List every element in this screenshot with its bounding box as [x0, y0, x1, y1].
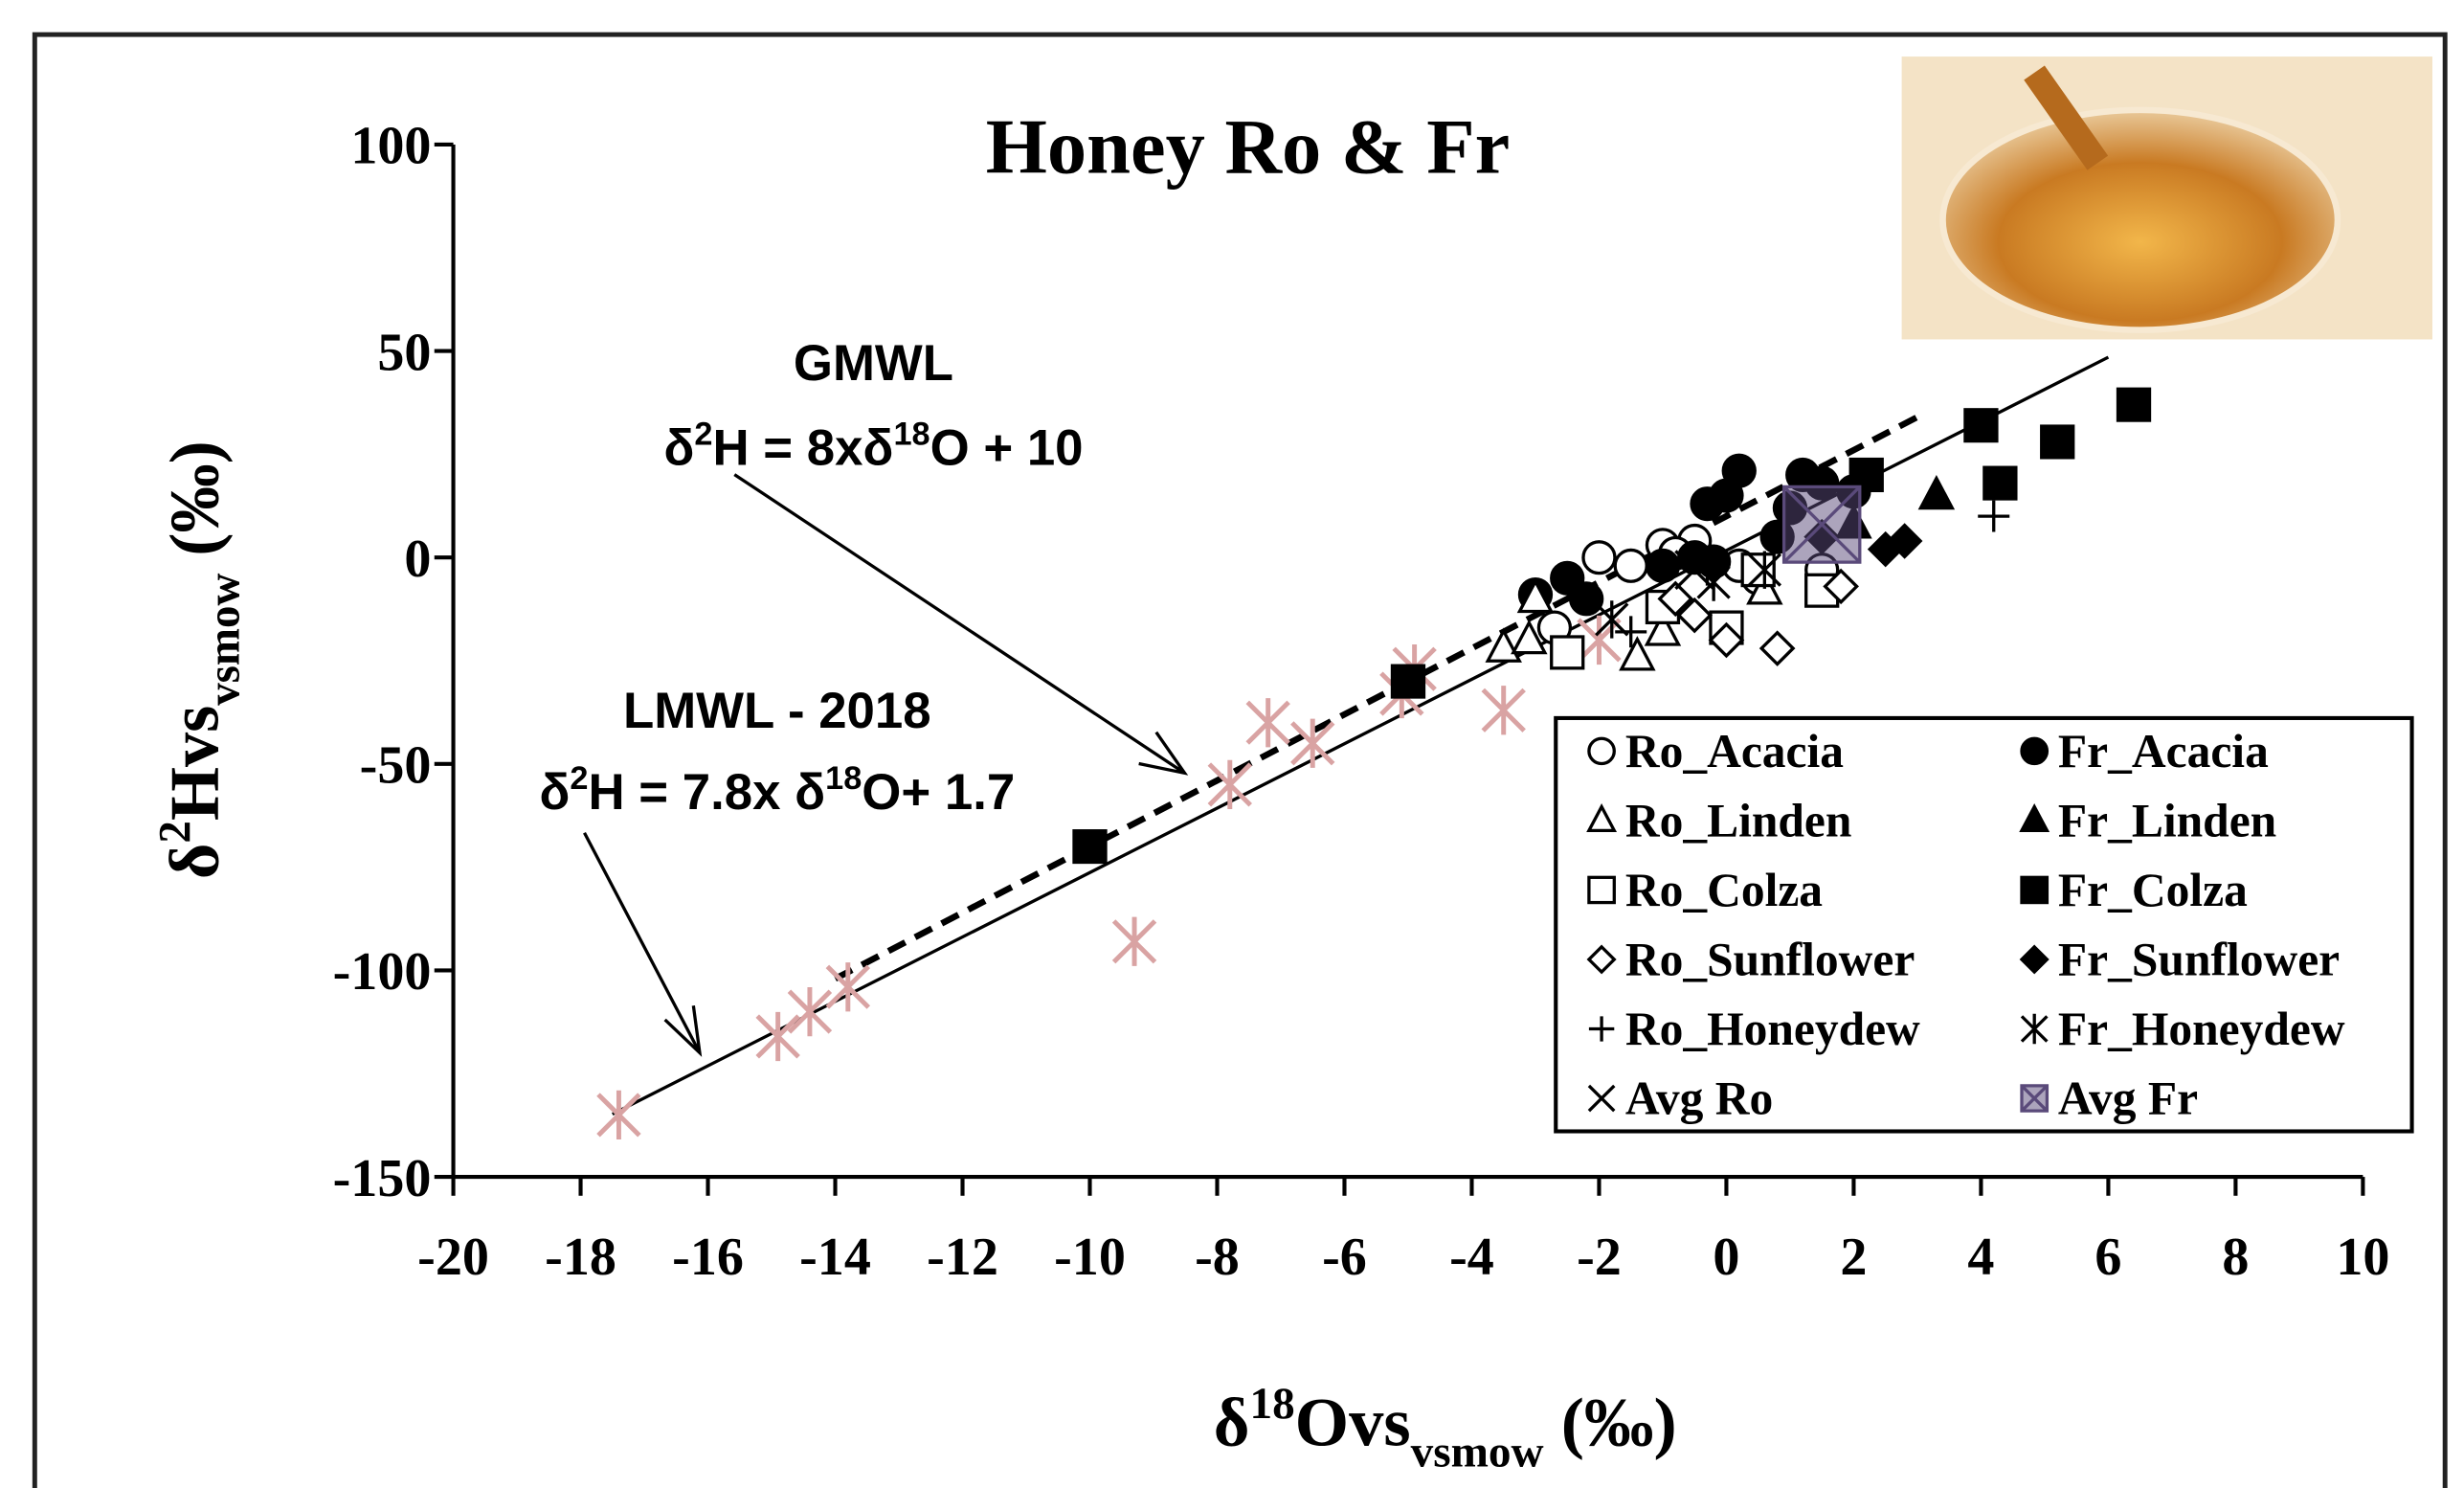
legend-label: Avg Fr — [2058, 1072, 2198, 1125]
label-part: 18 — [1249, 1379, 1294, 1429]
x-tick-label: -16 — [672, 1228, 744, 1287]
x-tick-label: -2 — [1577, 1228, 1622, 1287]
label-part: 2 — [570, 760, 588, 797]
x-tick-label: -8 — [1195, 1228, 1240, 1287]
legend-marker — [1589, 877, 1614, 902]
legend-label: Fr_Honeydew — [2058, 1003, 2345, 1055]
marker — [1552, 637, 1583, 668]
label-part: 18 — [893, 417, 930, 453]
legend-label: Avg Ro — [1625, 1072, 1773, 1125]
y-tick-label: 0 — [404, 530, 431, 589]
x-tick-label: -20 — [417, 1228, 489, 1287]
legend-marker — [2022, 738, 2047, 763]
label-part: δ — [539, 764, 570, 821]
x-tick-label: -6 — [1322, 1228, 1367, 1287]
label-part: Hvs — [156, 706, 234, 821]
x-tick-label: 8 — [2222, 1228, 2249, 1287]
marker — [2042, 426, 2073, 458]
label-part: Ovs — [1295, 1384, 1411, 1461]
x-tick-label: 10 — [2336, 1228, 2389, 1287]
legend-label: Fr_Linden — [2058, 794, 2276, 846]
lmwl-title: LMWL - 2018 — [623, 683, 931, 739]
legend-label: Ro_Sunflower — [1625, 934, 1915, 986]
label-part: (‰) — [156, 440, 234, 573]
label-part: 2 — [151, 821, 201, 843]
page: Honey Ro & Fr δ18Ovsvsmow (‰) δ2Hvsvsmow… — [0, 0, 2464, 1488]
x-tick-label: -4 — [1449, 1228, 1494, 1287]
legend-label: Ro_Linden — [1625, 794, 1852, 846]
legend-marker — [1589, 738, 1614, 763]
marker — [1965, 410, 1997, 441]
label-part: H = 7.8x δ — [588, 764, 825, 821]
y-tick-label: 50 — [377, 323, 431, 382]
marker — [2118, 389, 2150, 420]
legend-marker — [2022, 877, 2047, 902]
lmwl-equation: δ2H = 7.8x δ18O+ 1.7 — [539, 760, 1015, 821]
gmwl-equation: δ2H = 8xδ18O + 10 — [663, 417, 1083, 477]
gmwl-title: GMWL — [794, 335, 953, 392]
marker — [1571, 583, 1602, 615]
x-tick-label: -10 — [1054, 1228, 1126, 1287]
marker — [1392, 665, 1423, 697]
y-tick-label: -150 — [333, 1149, 432, 1208]
chart: Honey Ro & Fr δ18Ovsvsmow (‰) δ2Hvsvsmow… — [0, 0, 2464, 1488]
x-tick-label: 0 — [1713, 1228, 1739, 1287]
label-part: O + 10 — [930, 420, 1084, 477]
x-tick-label: -14 — [799, 1228, 871, 1287]
legend-label: Fr_Acacia — [2058, 725, 2269, 778]
x-tick-label: -12 — [927, 1228, 998, 1287]
marker — [1583, 542, 1615, 574]
label-part: 2 — [694, 417, 712, 453]
x-tick-label: -18 — [545, 1228, 616, 1287]
legend-label: Fr_Sunflower — [2058, 934, 2340, 986]
label-part: H = 8xδ — [712, 420, 893, 477]
marker — [1742, 554, 1774, 586]
marker — [1723, 455, 1755, 486]
label-part: δ — [663, 420, 694, 477]
marker — [1784, 486, 1860, 562]
bowl — [1943, 110, 2339, 330]
x-tick-label: 6 — [2094, 1228, 2121, 1287]
y-tick-label: -100 — [333, 942, 432, 1002]
marker — [1646, 550, 1678, 581]
legend-label: Ro_Honeydew — [1625, 1003, 1920, 1055]
legend-label: Ro_Colza — [1625, 864, 1823, 916]
y-tick-label: 100 — [350, 117, 431, 176]
x-tick-label: 2 — [1840, 1228, 1867, 1287]
label-part: 18 — [825, 760, 862, 797]
label-part: O+ 1.7 — [862, 764, 1015, 821]
x-tick-label: 4 — [1967, 1228, 1994, 1287]
label-part: δ — [156, 844, 234, 879]
label-part: δ — [1214, 1384, 1250, 1461]
y-tick-label: -50 — [360, 736, 432, 796]
label-part: (‰) — [1544, 1384, 1677, 1461]
legend-marker — [2022, 1086, 2047, 1111]
legend-label: Ro_Acacia — [1625, 725, 1844, 778]
marker — [1074, 831, 1106, 863]
honey-picture — [1902, 56, 2432, 339]
legend-box — [1556, 718, 2411, 1132]
chart-title: Honey Ro & Fr — [986, 103, 1511, 191]
marker — [1984, 467, 2016, 499]
label-part: vsmow — [199, 574, 249, 706]
marker — [1615, 550, 1646, 581]
legend-label: Fr_Colza — [2058, 864, 2248, 916]
label-part: vsmow — [1411, 1427, 1544, 1477]
